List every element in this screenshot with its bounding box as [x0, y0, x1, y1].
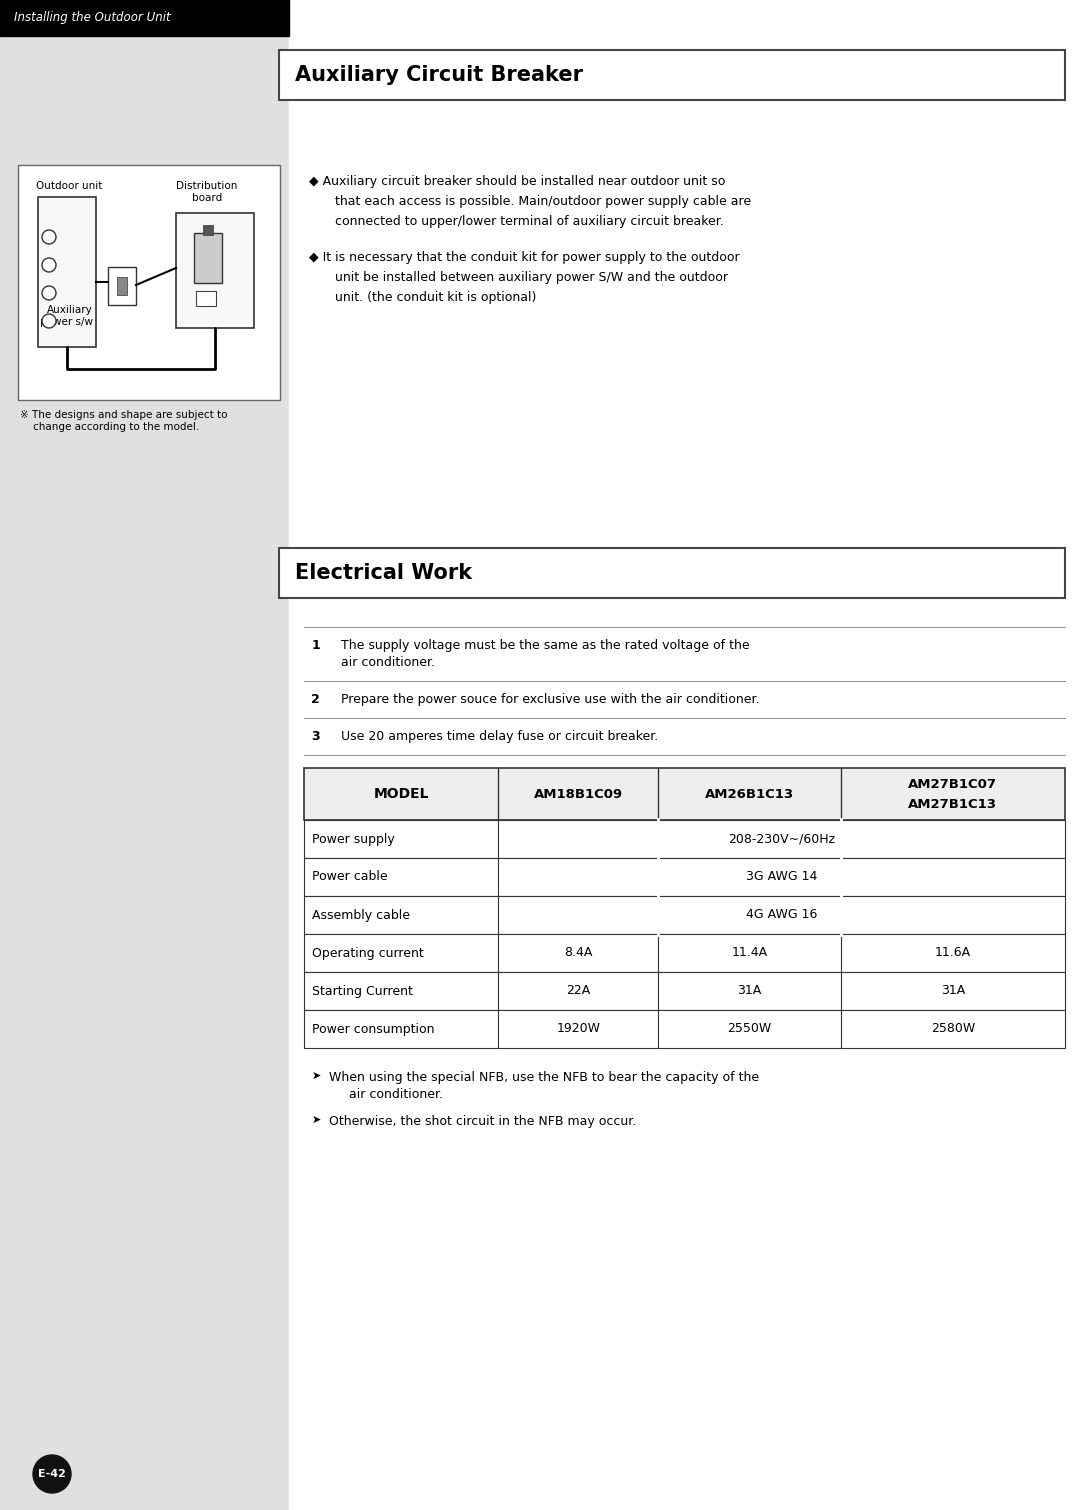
Text: connected to upper/lower terminal of auxiliary circuit breaker.: connected to upper/lower terminal of aux… — [323, 214, 725, 228]
Circle shape — [42, 314, 56, 328]
Text: Power cable: Power cable — [312, 870, 388, 883]
Circle shape — [33, 1456, 71, 1493]
Bar — [305, 1010, 1065, 1048]
Text: Power consumption: Power consumption — [312, 1022, 435, 1036]
Text: ➤: ➤ — [311, 1114, 321, 1125]
Text: unit be installed between auxiliary power S/W and the outdoor: unit be installed between auxiliary powe… — [323, 270, 728, 284]
Text: Assembly cable: Assembly cable — [312, 909, 410, 921]
Bar — [0, 0, 289, 1510]
Text: Use 20 amperes time delay fuse or circuit breaker.: Use 20 amperes time delay fuse or circui… — [341, 729, 659, 743]
Text: air conditioner.: air conditioner. — [341, 1089, 444, 1101]
Text: 208-230V~/60Hz: 208-230V~/60Hz — [728, 832, 835, 846]
Text: ➤: ➤ — [311, 1071, 321, 1081]
Text: 2: 2 — [311, 693, 320, 707]
Bar — [305, 769, 1065, 820]
Text: 1: 1 — [311, 639, 320, 652]
Text: Starting Current: Starting Current — [312, 985, 414, 998]
Bar — [38, 196, 96, 347]
Circle shape — [42, 258, 56, 272]
Text: When using the special NFB, use the NFB to bear the capacity of the: When using the special NFB, use the NFB … — [329, 1071, 759, 1084]
Text: 3: 3 — [311, 729, 320, 743]
Text: Prepare the power souce for exclusive use with the air conditioner.: Prepare the power souce for exclusive us… — [341, 693, 760, 707]
Text: that each access is possible. Main/outdoor power supply cable are: that each access is possible. Main/outdo… — [323, 195, 752, 208]
Text: AM27B1C13: AM27B1C13 — [908, 797, 997, 811]
Text: unit. (the conduit kit is optional): unit. (the conduit kit is optional) — [323, 291, 537, 304]
Text: ◆ It is necessary that the conduit kit for power supply to the outdoor: ◆ It is necessary that the conduit kit f… — [310, 251, 740, 264]
Text: 3G AWG 14: 3G AWG 14 — [746, 870, 818, 883]
Text: 2550W: 2550W — [727, 1022, 771, 1036]
Bar — [195, 291, 216, 307]
Text: 1920W: 1920W — [556, 1022, 600, 1036]
Text: Installing the Outdoor Unit: Installing the Outdoor Unit — [14, 12, 171, 24]
Bar — [108, 267, 136, 305]
Text: AM26B1C13: AM26B1C13 — [705, 788, 794, 800]
Text: 4G AWG 16: 4G AWG 16 — [746, 909, 818, 921]
Bar — [305, 972, 1065, 1010]
Text: 8.4A: 8.4A — [564, 947, 593, 959]
Text: AM18B1C09: AM18B1C09 — [534, 788, 623, 800]
Circle shape — [42, 230, 56, 245]
Bar — [117, 276, 127, 294]
Bar — [305, 895, 1065, 935]
Text: Power supply: Power supply — [312, 832, 395, 846]
Bar — [176, 213, 254, 328]
Text: 2580W: 2580W — [931, 1022, 975, 1036]
Text: ◆ Auxiliary circuit breaker should be installed near outdoor unit so: ◆ Auxiliary circuit breaker should be in… — [310, 175, 726, 189]
Bar — [280, 50, 1065, 100]
Text: Electrical Work: Electrical Work — [296, 563, 473, 583]
Text: 22A: 22A — [566, 985, 591, 998]
Text: 31A: 31A — [941, 985, 964, 998]
Text: E-42: E-42 — [38, 1469, 66, 1478]
Bar — [305, 935, 1065, 972]
Text: 11.6A: 11.6A — [935, 947, 971, 959]
Bar — [280, 548, 1065, 598]
Text: air conditioner.: air conditioner. — [341, 655, 435, 669]
Text: Distribution
board: Distribution board — [176, 181, 238, 202]
Bar — [203, 225, 213, 236]
Bar — [289, 0, 1080, 1510]
Text: The supply voltage must be the same as the rated voltage of the: The supply voltage must be the same as t… — [341, 639, 751, 652]
Text: ※ The designs and shape are subject to
    change according to the model.: ※ The designs and shape are subject to c… — [21, 411, 228, 432]
Bar — [305, 858, 1065, 895]
Text: 31A: 31A — [738, 985, 761, 998]
Text: AM27B1C07: AM27B1C07 — [908, 778, 997, 791]
Bar — [0, 0, 289, 36]
Text: MODEL: MODEL — [374, 787, 429, 800]
Text: Operating current: Operating current — [312, 947, 424, 959]
Text: Auxiliary Circuit Breaker: Auxiliary Circuit Breaker — [296, 65, 583, 85]
Circle shape — [42, 285, 56, 300]
Bar — [305, 820, 1065, 858]
Text: Auxiliary
power s/w: Auxiliary power s/w — [40, 305, 93, 326]
Text: Otherwise, the shot circuit in the NFB may occur.: Otherwise, the shot circuit in the NFB m… — [329, 1114, 637, 1128]
Text: Outdoor unit: Outdoor unit — [36, 181, 103, 190]
Bar — [194, 233, 222, 282]
Bar — [18, 165, 280, 400]
Text: 11.4A: 11.4A — [731, 947, 768, 959]
